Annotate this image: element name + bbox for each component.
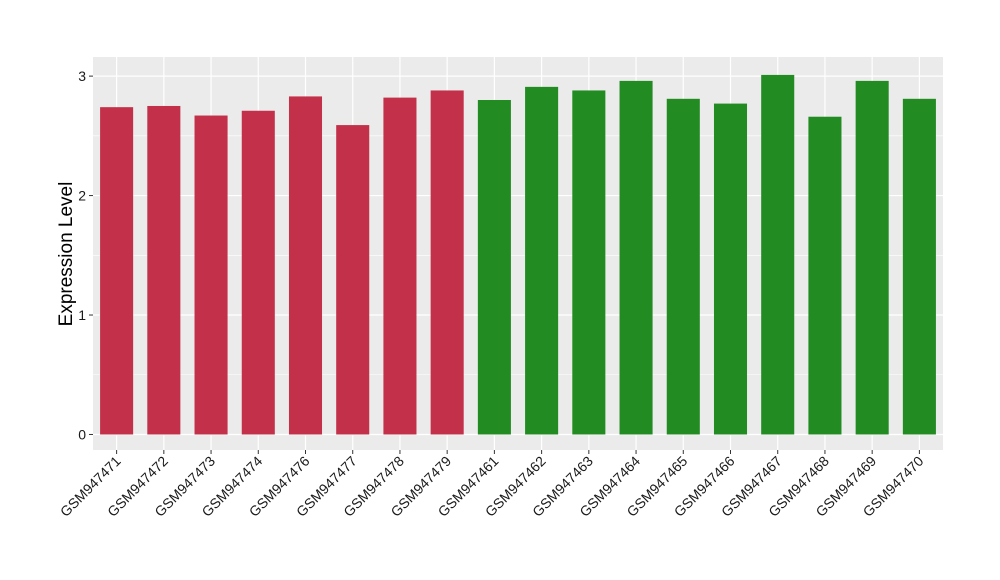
- y-tick-label: 3: [78, 68, 86, 84]
- plot-panel: [93, 57, 943, 450]
- bar-GSM947472: [147, 105, 181, 435]
- bar-GSM947473: [194, 115, 228, 435]
- bar-GSM947462: [525, 86, 559, 435]
- bar-GSM947476: [288, 96, 323, 435]
- y-tick-label: 1: [78, 307, 86, 323]
- bar-GSM947477: [336, 125, 370, 435]
- bar-GSM947464: [619, 80, 653, 435]
- bar-GSM947468: [808, 116, 842, 435]
- y-tick-label: 0: [78, 426, 86, 442]
- y-axis: 0 1 2 3: [78, 68, 93, 442]
- bar-GSM947466: [713, 103, 748, 435]
- bar-GSM947467: [761, 74, 795, 435]
- x-axis: GSM947471GSM947472GSM947473GSM947474GSM9…: [57, 450, 927, 520]
- bar-GSM947474: [241, 110, 275, 435]
- bar-GSM947479: [430, 90, 464, 435]
- bar-GSM947471: [100, 107, 134, 435]
- bar-GSM947469: [855, 80, 889, 435]
- bar-GSM947465: [666, 98, 700, 435]
- bar-GSM947461: [477, 100, 511, 435]
- y-tick-label: 2: [78, 188, 86, 204]
- bar-GSM947463: [572, 90, 606, 435]
- y-axis-label: Expression Level: [56, 182, 77, 327]
- bars: [100, 74, 936, 435]
- bar-GSM947470: [902, 98, 936, 435]
- bar-GSM947478: [383, 97, 417, 435]
